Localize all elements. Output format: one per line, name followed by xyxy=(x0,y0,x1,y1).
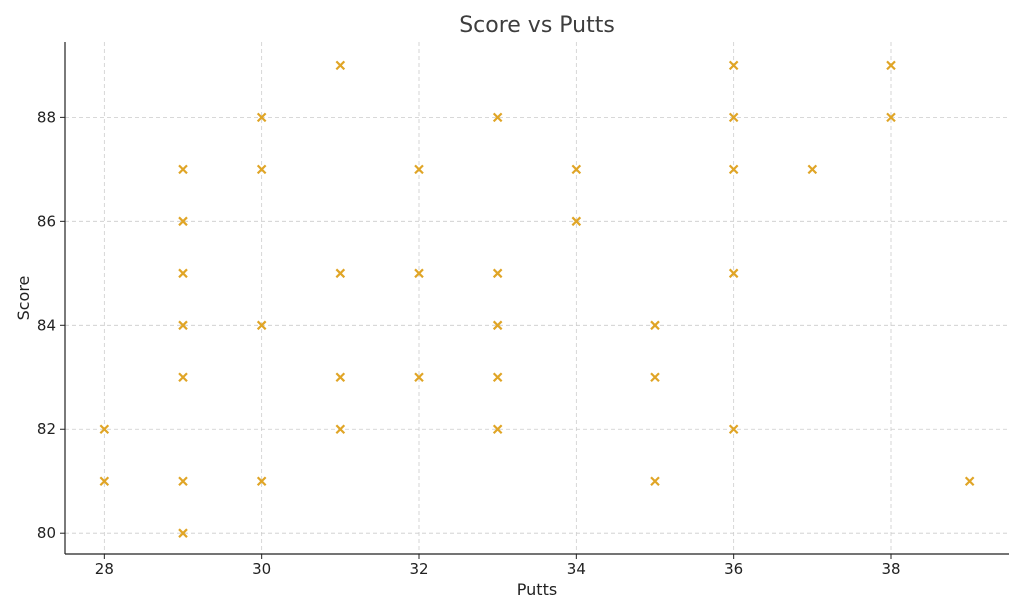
x-tick-label: 38 xyxy=(881,560,900,578)
data-points xyxy=(99,60,975,538)
x-tick-label: 36 xyxy=(724,560,743,578)
data-point xyxy=(807,164,818,175)
data-point xyxy=(492,424,503,435)
data-point xyxy=(256,320,267,331)
data-point xyxy=(728,112,739,123)
chart-title: Score vs Putts xyxy=(459,13,615,38)
data-point xyxy=(571,216,582,227)
data-point xyxy=(178,216,188,227)
data-point xyxy=(178,372,188,383)
data-point xyxy=(99,476,110,487)
data-point xyxy=(178,476,188,487)
data-point xyxy=(964,476,975,487)
y-tick-label: 80 xyxy=(37,524,56,542)
data-point xyxy=(650,320,660,331)
data-point xyxy=(886,112,896,123)
data-point xyxy=(256,476,267,487)
data-point xyxy=(99,424,110,435)
data-point xyxy=(728,424,739,435)
data-point xyxy=(335,424,346,435)
data-point xyxy=(335,268,346,279)
data-point xyxy=(414,372,424,383)
x-axis-ticks: 28 30 32 34 36 38 xyxy=(95,554,901,578)
axes xyxy=(64,42,1009,555)
y-axis-label: Score xyxy=(14,276,33,321)
data-point xyxy=(414,164,424,175)
data-point xyxy=(650,476,660,487)
grid xyxy=(65,42,1009,554)
x-tick-label: 28 xyxy=(95,560,114,578)
x-tick-label: 34 xyxy=(567,560,586,578)
data-point xyxy=(335,372,346,383)
y-tick-label: 86 xyxy=(37,212,56,230)
data-point xyxy=(256,112,267,123)
data-point xyxy=(492,320,503,331)
data-point xyxy=(178,268,188,279)
x-tick-label: 30 xyxy=(252,560,271,578)
y-axis-ticks: 80 82 84 86 88 xyxy=(37,108,65,542)
y-tick-label: 82 xyxy=(37,420,56,438)
data-point xyxy=(492,268,503,279)
data-point xyxy=(256,164,267,175)
data-point xyxy=(178,320,188,331)
data-point xyxy=(178,164,188,175)
data-point xyxy=(335,60,346,71)
data-point xyxy=(492,112,503,123)
x-axis-label: Putts xyxy=(517,580,557,599)
data-point xyxy=(492,372,503,383)
data-point xyxy=(728,164,739,175)
data-point xyxy=(886,60,896,71)
data-point xyxy=(650,372,660,383)
data-point xyxy=(728,60,739,71)
y-tick-label: 84 xyxy=(37,316,56,334)
x-tick-label: 32 xyxy=(409,560,428,578)
y-tick-label: 88 xyxy=(37,108,56,126)
data-point xyxy=(414,268,424,279)
data-point xyxy=(178,528,188,538)
data-point xyxy=(728,268,739,279)
data-point xyxy=(571,164,582,175)
